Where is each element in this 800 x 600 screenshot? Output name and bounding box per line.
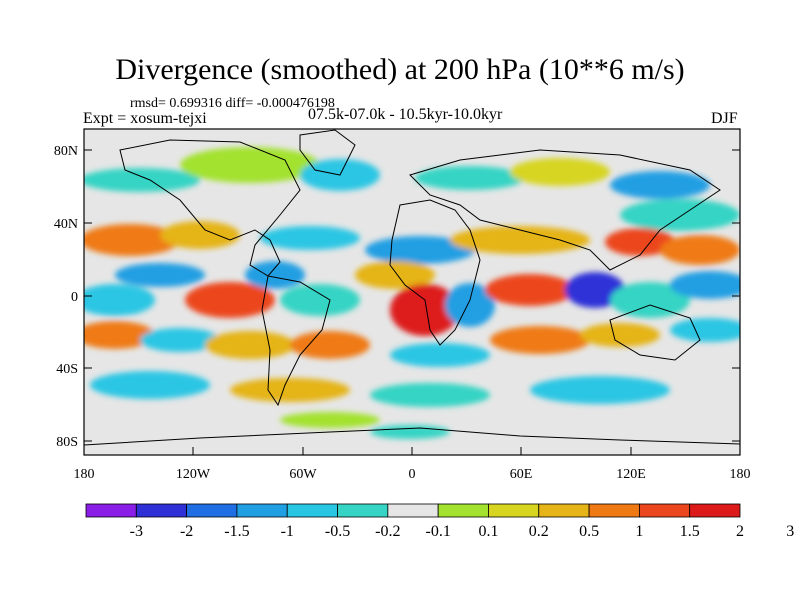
field-blob: [580, 323, 660, 347]
experiment-label: Expt = xosum-tejxi: [83, 110, 207, 127]
antarctica-outline: [84, 427, 740, 446]
lat-label: 80N: [54, 144, 78, 159]
lon-labels: 180 120W 60W 0 60E 120E 180: [74, 467, 751, 482]
colorbar-label: 0.2: [529, 523, 549, 540]
field-blob: [84, 168, 200, 192]
field-blob: [530, 376, 670, 404]
colorbar-label: 0.1: [478, 523, 498, 540]
field-blob: [355, 261, 435, 289]
eurasia-outline: [409, 149, 721, 271]
field-blob: [620, 199, 740, 231]
stats-line: rmsd= 0.699316 diff= -0.000476198: [130, 96, 335, 111]
colorbar-label: 1.5: [680, 523, 700, 540]
divergence-field: [84, 129, 740, 455]
field-blob: [280, 412, 380, 428]
field-blob: [450, 226, 590, 254]
season-label: DJF: [711, 110, 738, 127]
field-blob: [670, 318, 740, 342]
colorbar-label: 3: [786, 523, 794, 540]
lon-label: 120W: [176, 467, 211, 482]
lon-label: 180: [74, 467, 95, 482]
lat-label: 40S: [56, 362, 78, 377]
field-blob: [510, 158, 610, 186]
field-blob: [610, 171, 710, 199]
colorbar-swatch: [588, 503, 640, 518]
field-blob: [660, 235, 740, 265]
colorbar-label: -1: [281, 523, 294, 540]
colorbar-swatch: [236, 503, 288, 518]
north-america-outline: [119, 139, 301, 277]
field-blob: [280, 284, 360, 316]
field-blob: [490, 326, 590, 354]
field-blob: [565, 272, 625, 308]
period-label: 07.5k-07.0k - 10.5kyr-10.0kyr: [308, 106, 503, 123]
coastlines: [84, 129, 740, 446]
field-blob: [260, 226, 360, 250]
colorbar-label: 1: [635, 523, 643, 540]
lat-label: 40N: [54, 217, 78, 232]
colorbar-swatch: [488, 503, 540, 518]
colorbar-swatch: [538, 503, 590, 518]
field-blob: [245, 261, 305, 289]
lat-ticks: [84, 149, 740, 442]
australia-outline: [609, 304, 701, 361]
colorbar-swatch: [337, 503, 389, 518]
field-blob: [370, 383, 490, 407]
colorbar-swatch: [286, 503, 338, 518]
south-america-outline: [261, 275, 331, 407]
colorbar-swatch: [387, 503, 439, 518]
field-blob: [84, 321, 155, 349]
colorbar-label: 2: [736, 523, 744, 540]
lon-label: 0: [409, 467, 416, 482]
field-blob: [445, 283, 495, 327]
africa-outline: [389, 199, 481, 346]
lon-label: 120E: [616, 467, 646, 482]
lat-label: 80S: [56, 435, 78, 450]
field-blob: [90, 371, 210, 399]
field-blob: [390, 343, 490, 367]
field-blob: [115, 263, 205, 287]
lon-label: 60E: [510, 467, 533, 482]
field-blob: [290, 331, 370, 359]
field-blob: [390, 284, 460, 336]
colorbar-label: 0.5: [579, 523, 599, 540]
field-blob: [370, 425, 450, 439]
field-blob: [160, 221, 240, 249]
lon-label: 60W: [289, 467, 317, 482]
colorbar-swatch: [186, 503, 238, 518]
colorbar-label: -0.1: [425, 523, 450, 540]
colorbar-swatch: [85, 503, 137, 518]
field-blob: [605, 228, 675, 256]
map-title: Divergence (smoothed) at 200 hPa (10**6 …: [115, 53, 685, 86]
field-blob: [485, 274, 575, 306]
lon-ticks: [83, 447, 741, 455]
field-blob: [230, 378, 350, 402]
field-blob: [365, 236, 475, 264]
colorbar-swatch: [135, 503, 188, 518]
colorbar-swatch: [437, 503, 489, 518]
field-blob: [415, 166, 525, 190]
field-blob: [670, 271, 740, 299]
colorbar-label: -3: [130, 523, 143, 540]
greenland-outline: [299, 129, 356, 176]
field-blob: [205, 331, 295, 359]
colorbar: -3 -2 -1.5 -1 -0.5 -0.2 -0.1 0.1 0.2 0.5 1 1.5 2 3: [85, 503, 794, 540]
colorbar-label: -1.5: [224, 523, 249, 540]
lat-labels: 80N 40N 0 40S 80S: [54, 144, 78, 450]
colorbar-label: -2: [180, 523, 193, 540]
field-blob: [140, 328, 220, 352]
lon-label: 180: [730, 467, 751, 482]
colorbar-swatch: [689, 503, 741, 518]
field-blob: [84, 224, 180, 256]
field-blob: [180, 147, 320, 183]
field-blob: [610, 282, 690, 318]
colorbar-label: -0.2: [375, 523, 400, 540]
colorbar-swatch: [638, 503, 691, 518]
field-blob: [84, 284, 155, 316]
lat-label: 0: [71, 290, 78, 305]
field-blob: [185, 282, 275, 318]
colorbar-label: -0.5: [325, 523, 350, 540]
